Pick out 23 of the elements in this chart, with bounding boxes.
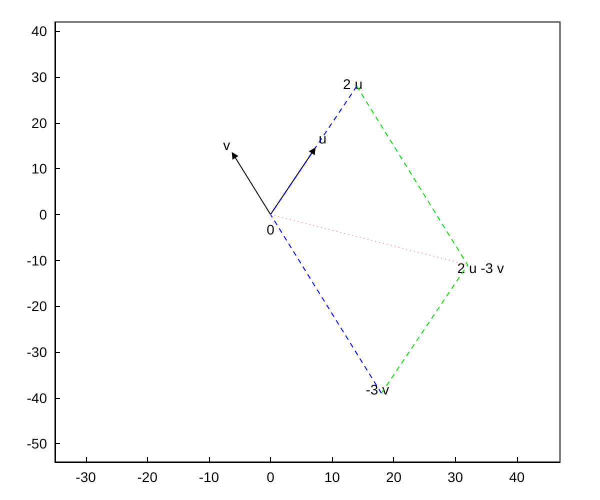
y-tick-label: -20 (26, 298, 48, 314)
x-tick-label: -10 (198, 469, 220, 485)
y-tick-label: -50 (26, 436, 48, 452)
y-tick-label: -30 (26, 344, 48, 360)
x-tick-label: -30 (76, 469, 96, 485)
annotation: 0 (266, 222, 275, 238)
y-tick-label: -10 (26, 252, 48, 268)
y-tick-label: 10 (31, 160, 48, 177)
y-tick-label: -40 (26, 390, 48, 406)
y-tick-label: 0 (39, 206, 48, 222)
annotation: u (318, 130, 327, 146)
annotation: -3 v (366, 381, 390, 398)
y-tick-label: 20 (31, 114, 48, 131)
x-tick-label: -20 (137, 469, 158, 485)
x-tick-label: 20 (386, 469, 402, 485)
annotation: v (223, 136, 230, 153)
annotation: 2 u -3 v (457, 260, 504, 276)
y-tick-label: 30 (31, 69, 48, 85)
x-tick-label: 10 (324, 469, 340, 485)
x-tick-label: 30 (448, 469, 464, 485)
x-tick-label: 40 (509, 469, 525, 485)
x-tick-label: 0 (266, 469, 275, 485)
y-tick-label: 40 (31, 23, 48, 40)
